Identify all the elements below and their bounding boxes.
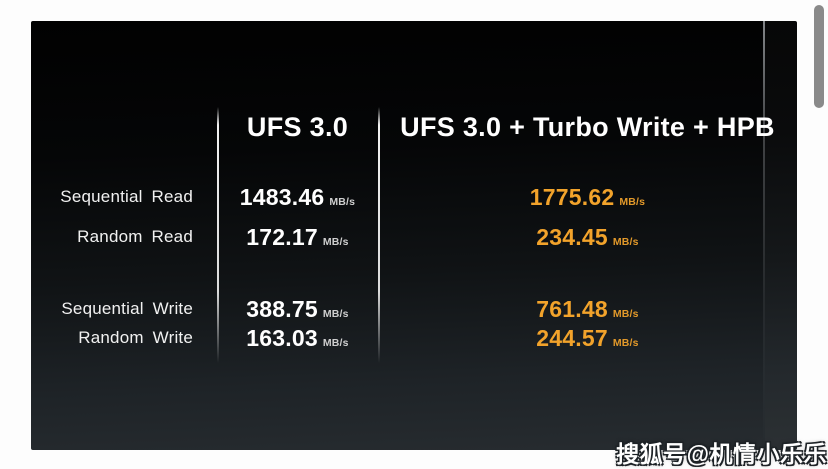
benchmark-slide-image: UFS 3.0 UFS 3.0 + Turbo Write + HPB Sequ… [31,21,797,450]
base-value-unit: MB/s [322,336,349,349]
table-row: Sequential Read 1483.46 MB/s 1775.62 MB/… [31,182,797,212]
boosted-value: 244.57 MB/s [378,325,797,352]
sohu-watermark: 搜狐号@机情小乐乐 [616,441,827,467]
boosted-value-number: 1775.62 [529,183,615,210]
column-divider-middle [378,107,380,363]
boosted-value-number: 761.48 [536,295,608,322]
row-label: Sequential Read [60,187,193,206]
base-value: 1483.46 MB/s [217,184,378,211]
row-label: Sequential Write [61,299,193,318]
header-ufs3: UFS 3.0 [217,112,378,143]
boosted-value-number: 244.57 [536,324,608,351]
boosted-value: 761.48 MB/s [378,296,797,323]
scrollbar-thumb[interactable] [814,5,824,108]
base-value-number: 388.75 [246,295,318,322]
table-row: Random Write 163.03 MB/s 244.57 MB/s [31,323,797,353]
base-value-unit: MB/s [329,195,356,208]
base-value-unit: MB/s [322,235,349,248]
column-divider-left [217,107,219,363]
boosted-value: 1775.62 MB/s [378,184,797,211]
boosted-value-unit: MB/s [612,307,639,320]
row-label: Random Read [77,227,193,246]
base-value-number: 163.03 [246,324,318,351]
base-value: 163.03 MB/s [217,325,378,352]
base-value-number: 172.17 [246,223,318,250]
carousel-edge-line [763,21,765,450]
base-value: 172.17 MB/s [217,224,378,251]
header-ufs3-turbo-hpb-label: UFS 3.0 + Turbo Write + HPB [400,111,775,142]
header-ufs3-label: UFS 3.0 [246,111,349,142]
header-ufs3-turbo-hpb: UFS 3.0 + Turbo Write + HPB [378,112,797,143]
table-header-row: UFS 3.0 UFS 3.0 + Turbo Write + HPB [31,107,797,147]
boosted-value: 234.45 MB/s [378,224,797,251]
row-label: Random Write [78,328,193,347]
base-value: 388.75 MB/s [217,296,378,323]
boosted-value-number: 234.45 [536,223,608,250]
table-row: Sequential Write 388.75 MB/s 761.48 MB/s [31,294,797,324]
base-value-number: 1483.46 [239,183,325,210]
base-value-unit: MB/s [322,307,349,320]
boosted-value-unit: MB/s [612,235,639,248]
boosted-value-unit: MB/s [612,336,639,349]
table-row: Random Read 172.17 MB/s 234.45 MB/s [31,222,797,252]
boosted-value-unit: MB/s [619,195,646,208]
